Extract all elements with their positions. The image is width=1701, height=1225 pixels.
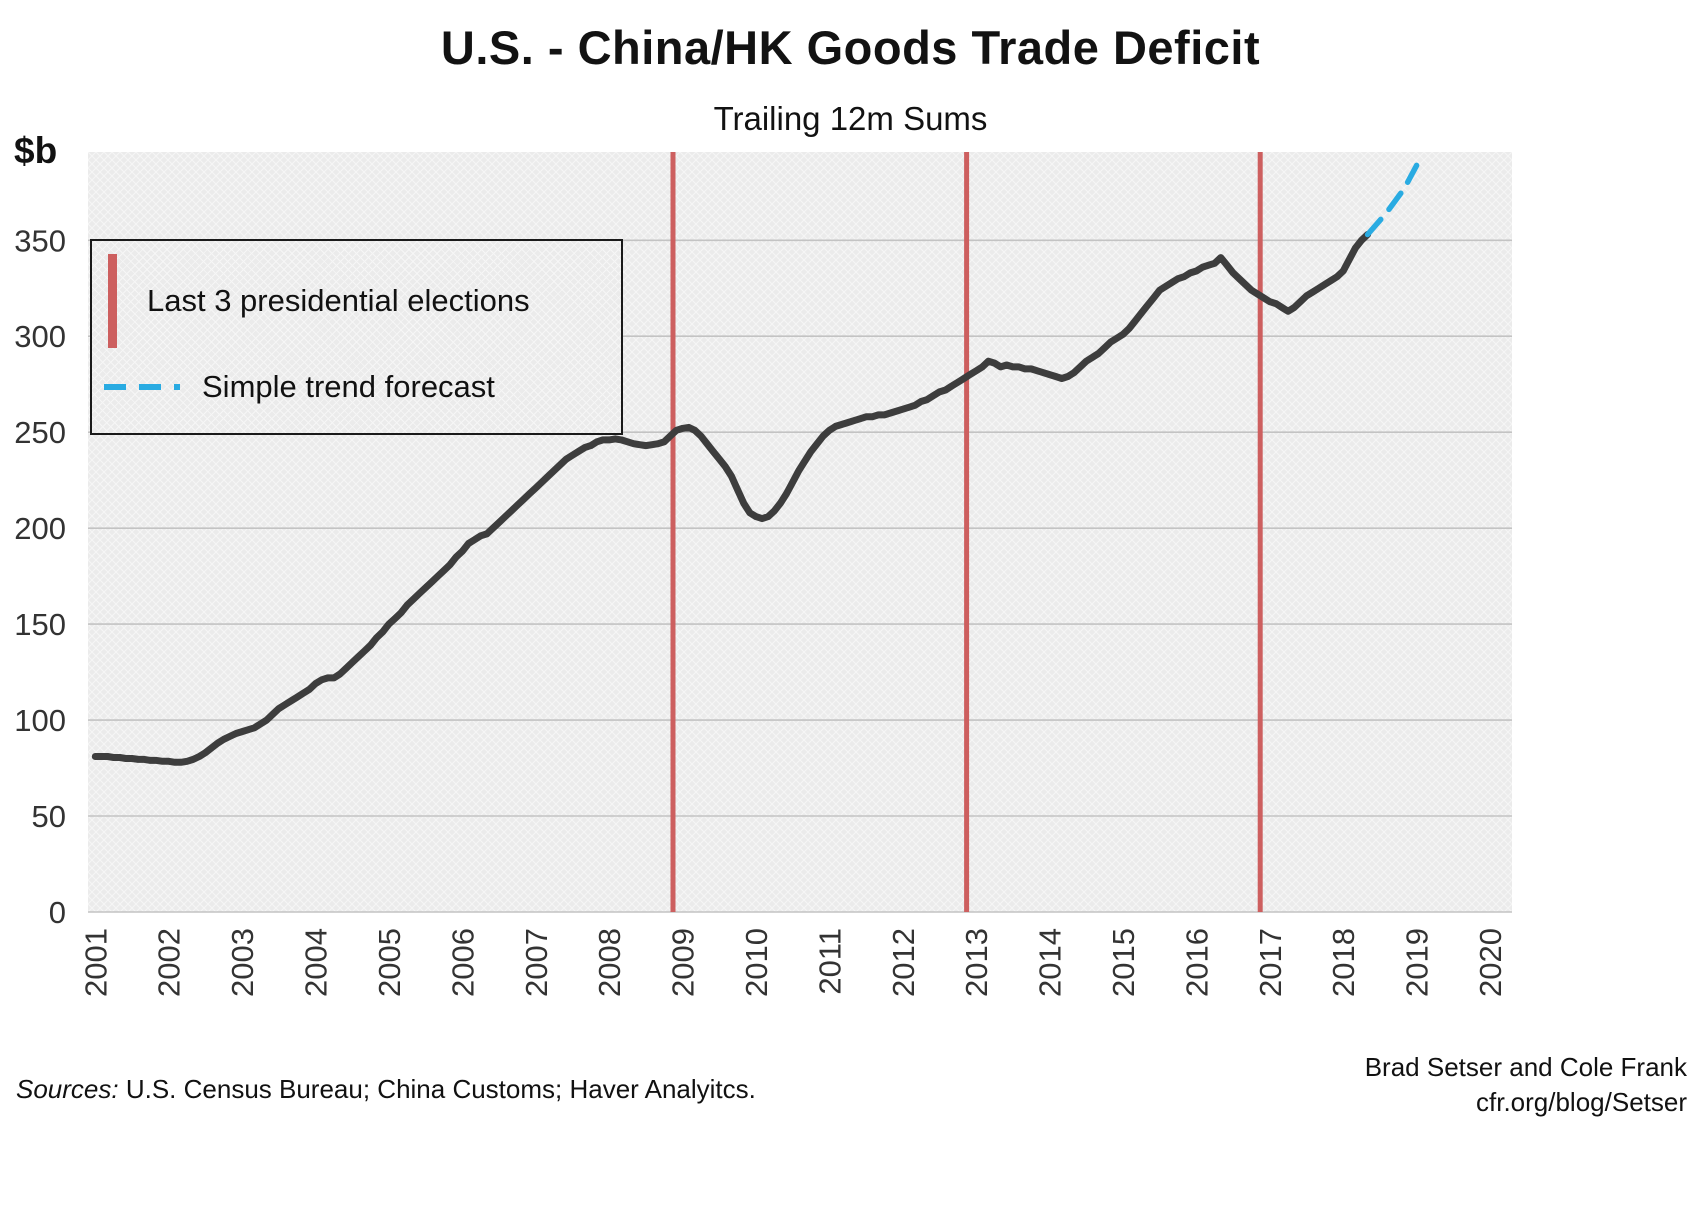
- svg-text:2005: 2005: [372, 928, 407, 997]
- svg-text:2009: 2009: [666, 928, 701, 997]
- svg-text:2019: 2019: [1400, 928, 1435, 997]
- legend-label-forecast: Simple trend forecast: [202, 369, 495, 404]
- svg-text:2004: 2004: [299, 928, 334, 997]
- legend-label-elections: Last 3 presidential elections: [147, 283, 530, 318]
- svg-text:350: 350: [14, 223, 66, 258]
- svg-text:2007: 2007: [519, 928, 554, 997]
- credit-authors: Brad Setser and Cole Frank: [1364, 1052, 1687, 1082]
- svg-text:2018: 2018: [1326, 928, 1361, 997]
- y-axis-tick-labels: 0 50 100 150 200 250 300 350: [14, 223, 66, 930]
- sources-text: U.S. Census Bureau; China Customs; Haver…: [118, 1074, 756, 1104]
- svg-text:2014: 2014: [1033, 928, 1068, 997]
- election-lines: [670, 152, 1263, 912]
- svg-text:2001: 2001: [78, 928, 113, 997]
- data-series-lines: [91, 162, 1420, 766]
- svg-text:2003: 2003: [225, 928, 260, 997]
- svg-text:100: 100: [14, 703, 66, 738]
- svg-text:2010: 2010: [739, 928, 774, 997]
- legend-item-elections: Last 3 presidential elections: [108, 249, 621, 353]
- sources-note: Sources: U.S. Census Bureau; China Custo…: [16, 1074, 756, 1105]
- svg-text:250: 250: [14, 415, 66, 450]
- svg-text:2016: 2016: [1179, 928, 1214, 997]
- red-bar-swatch-icon: [108, 254, 117, 348]
- legend-box: Last 3 presidential elections Simple tre…: [90, 239, 623, 435]
- y-axis-unit-label: $b: [14, 130, 58, 171]
- credit-url: cfr.org/blog/Setser: [1476, 1087, 1687, 1117]
- sources-label: Sources:: [16, 1074, 119, 1104]
- svg-text:300: 300: [14, 319, 66, 354]
- svg-text:2017: 2017: [1253, 928, 1288, 997]
- svg-text:2020: 2020: [1473, 928, 1508, 997]
- svg-text:0: 0: [49, 895, 66, 930]
- legend-item-forecast: Simple trend forecast: [104, 355, 621, 419]
- svg-text:150: 150: [14, 607, 66, 642]
- svg-text:50: 50: [32, 799, 66, 834]
- svg-text:2012: 2012: [886, 928, 921, 997]
- svg-text:2002: 2002: [152, 928, 187, 997]
- chart-title: U.S. - China/HK Goods Trade Deficit: [440, 21, 1261, 74]
- svg-text:2008: 2008: [592, 928, 627, 997]
- x-axis-tick-labels: 2001 2002 2003 2004 2005 2006 2007 2008 2009 2010…: [78, 928, 1508, 997]
- svg-text:200: 200: [14, 511, 66, 546]
- author-credits: Brad Setser and Cole Frank cfr.org/blog/…: [1365, 1050, 1687, 1120]
- svg-text:2013: 2013: [959, 928, 994, 997]
- svg-text:2011: 2011: [812, 928, 847, 995]
- svg-text:2015: 2015: [1106, 928, 1141, 997]
- blue-dash-swatch-icon: [104, 384, 180, 390]
- svg-text:2006: 2006: [445, 928, 480, 997]
- chart-subtitle: Trailing 12m Sums: [713, 100, 988, 137]
